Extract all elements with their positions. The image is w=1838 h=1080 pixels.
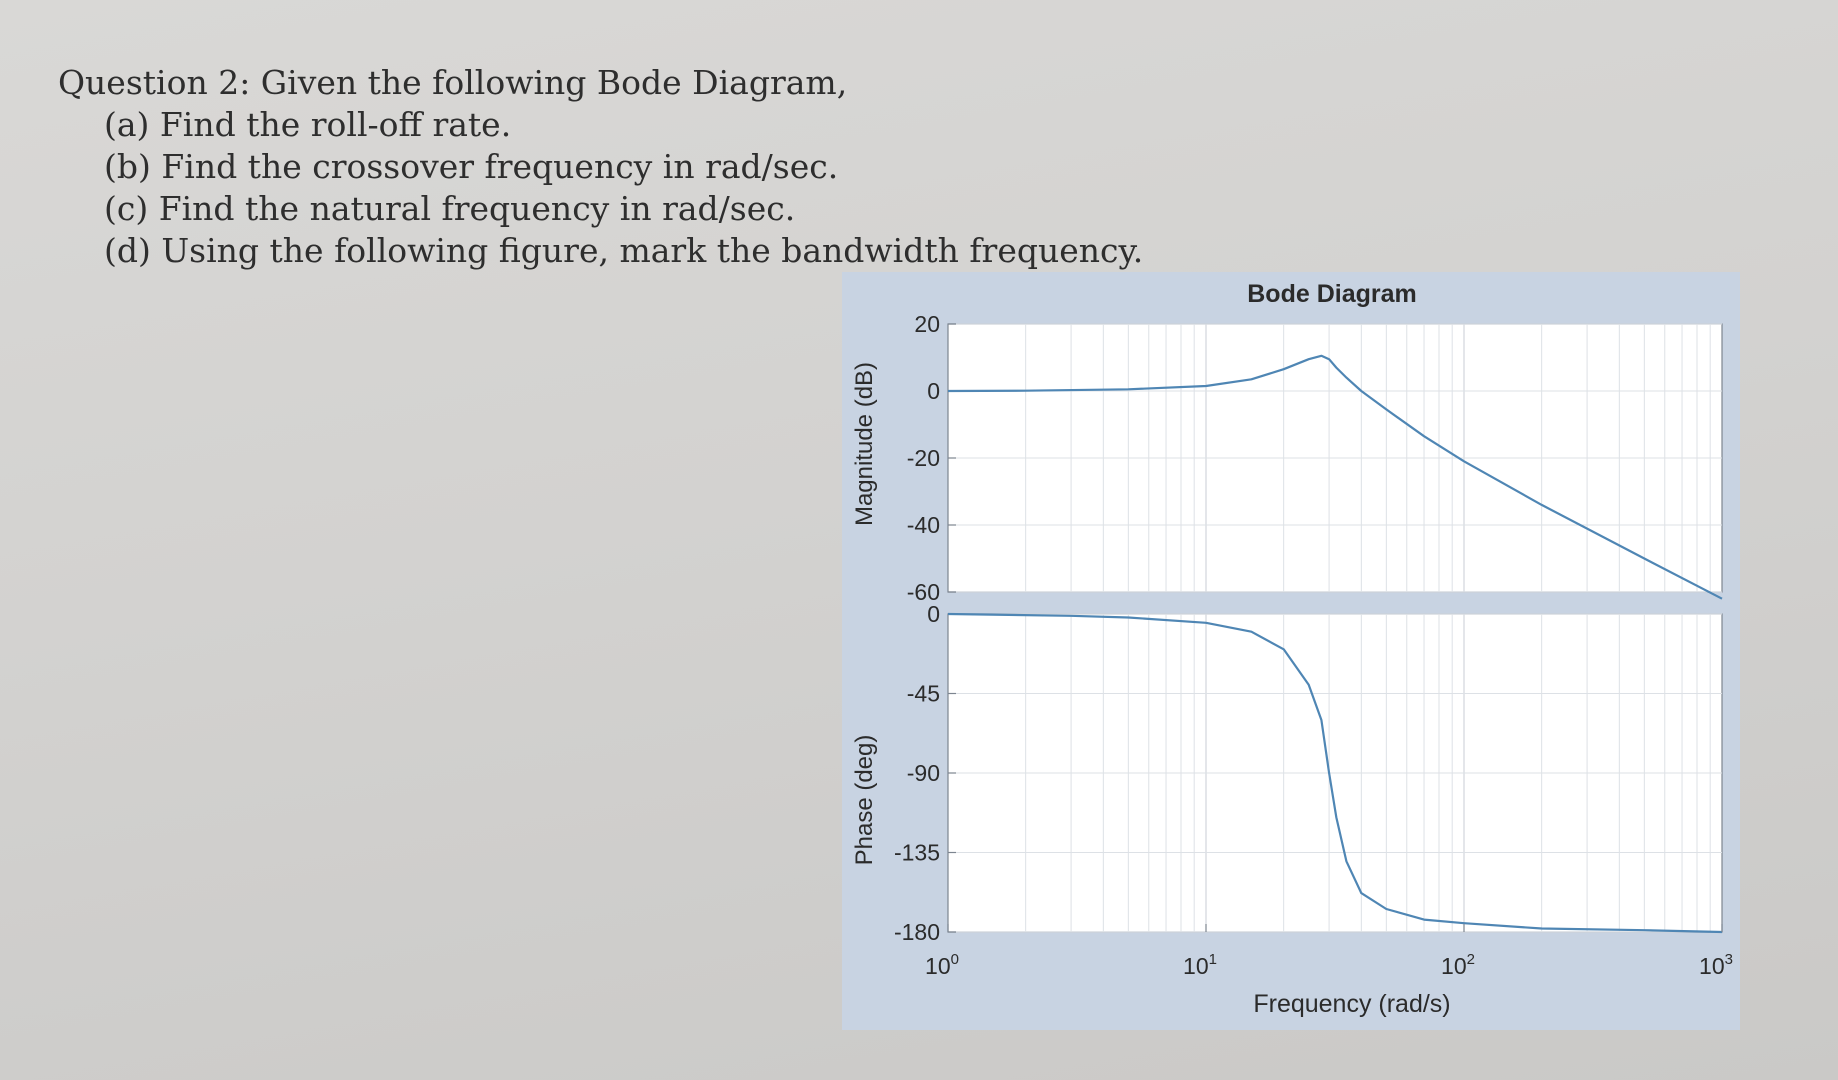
question-part-c: (c) Find the natural frequency in rad/se… <box>104 189 796 228</box>
x-tick-label: 101 <box>1183 951 1217 979</box>
phase-y-tick-label: -45 <box>907 681 940 707</box>
bode-diagram-svg: Bode Diagram 20 0 -20 -40 -60 0 -45 -90 -135 -18… <box>851 280 1733 1018</box>
x-tick-label: 100 <box>925 951 959 979</box>
chart-title: Bode Diagram <box>1247 280 1416 308</box>
magnitude-y-tick-label: -20 <box>907 445 940 471</box>
magnitude-y-tick-label: 0 <box>927 378 940 404</box>
phase-y-tick-label: -180 <box>894 919 940 945</box>
x-tick-label: 102 <box>1441 951 1475 979</box>
question-part-b: (b) Find the crossover frequency in rad/… <box>104 147 839 186</box>
x-axis-label: Frequency (rad/s) <box>1253 990 1450 1018</box>
magnitude-panel: 20 0 -20 -40 -60 <box>907 311 1723 605</box>
magnitude-y-tick-label: -60 <box>907 579 940 605</box>
phase-series-line <box>947 612 1723 934</box>
bode-figure: Bode Diagram 20 0 -20 -40 -60 0 -45 -90 -135 -18… <box>842 272 1740 1030</box>
phase-y-tick-label: -90 <box>907 760 940 786</box>
phase-y-label: Phase (deg) <box>851 735 878 866</box>
question-title: Question 2: Given the following Bode Dia… <box>58 63 848 102</box>
magnitude-y-label: Magnitude (dB) <box>851 362 878 526</box>
x-tick-label: 103 <box>1699 951 1733 979</box>
question-text: Question 2: Given the following Bode Dia… <box>58 62 1143 272</box>
question-part-d: (d) Using the following figure, mark the… <box>104 231 1144 270</box>
phase-y-tick-label: -135 <box>894 840 940 866</box>
x-axis: 100 101 102 103 <box>925 924 1733 979</box>
magnitude-y-tick-label: -40 <box>907 512 940 538</box>
magnitude-y-tick-label: 20 <box>914 311 940 337</box>
question-part-a: (a) Find the roll-off rate. <box>104 105 512 144</box>
phase-panel: 0 -45 -90 -135 -180 <box>894 601 1723 945</box>
phase-y-tick-label: 0 <box>927 601 940 627</box>
magnitude-series-line <box>947 354 1723 600</box>
